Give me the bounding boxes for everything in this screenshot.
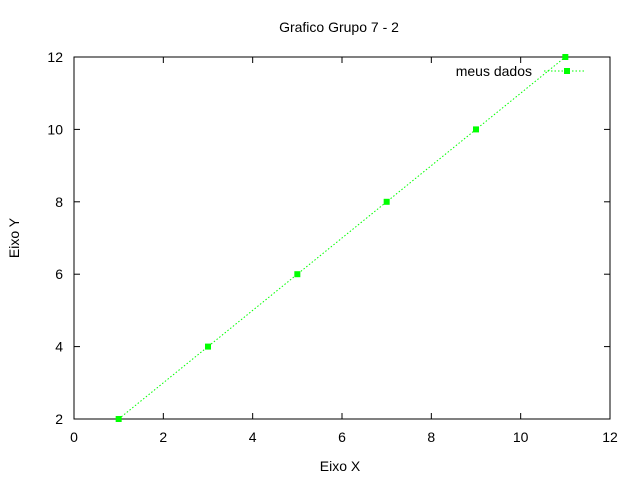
x-axis-label: Eixo X: [320, 458, 361, 474]
data-point: [473, 126, 479, 133]
y-tick-label: 2: [55, 411, 63, 427]
x-tick-label: 4: [249, 429, 257, 445]
x-tick-label: 10: [513, 429, 529, 445]
y-tick-label: 6: [55, 266, 63, 282]
y-axis: 2 4 6 8 10 12: [47, 49, 610, 427]
y-tick-label: 10: [47, 121, 63, 137]
legend: meus dados: [456, 63, 586, 79]
x-tick-label: 2: [159, 429, 167, 445]
legend-label-meus-dados: meus dados: [456, 63, 532, 79]
series-layer: [115, 54, 569, 422]
data-point: [115, 416, 122, 422]
data-point: [294, 271, 301, 278]
legend-marker-meus-dados: [564, 68, 570, 74]
x-tick-label: 0: [70, 429, 78, 445]
y-tick-label: 4: [55, 339, 63, 355]
data-point: [562, 54, 569, 60]
y-tick-label: 8: [55, 194, 63, 210]
series-line-0: [118, 56, 566, 420]
chart-title: Grafico Grupo 7 - 2: [279, 19, 399, 35]
x-tick-label: 12: [602, 429, 618, 445]
y-tick-label: 12: [47, 49, 63, 65]
x-tick-label: 8: [427, 429, 435, 445]
data-point: [383, 198, 390, 205]
data-point: [205, 343, 211, 350]
x-tick-label: 6: [338, 429, 346, 445]
x-axis: 0 2 4 6 8 10 12: [70, 57, 618, 445]
y-axis-label: Eixo Y: [6, 217, 22, 258]
